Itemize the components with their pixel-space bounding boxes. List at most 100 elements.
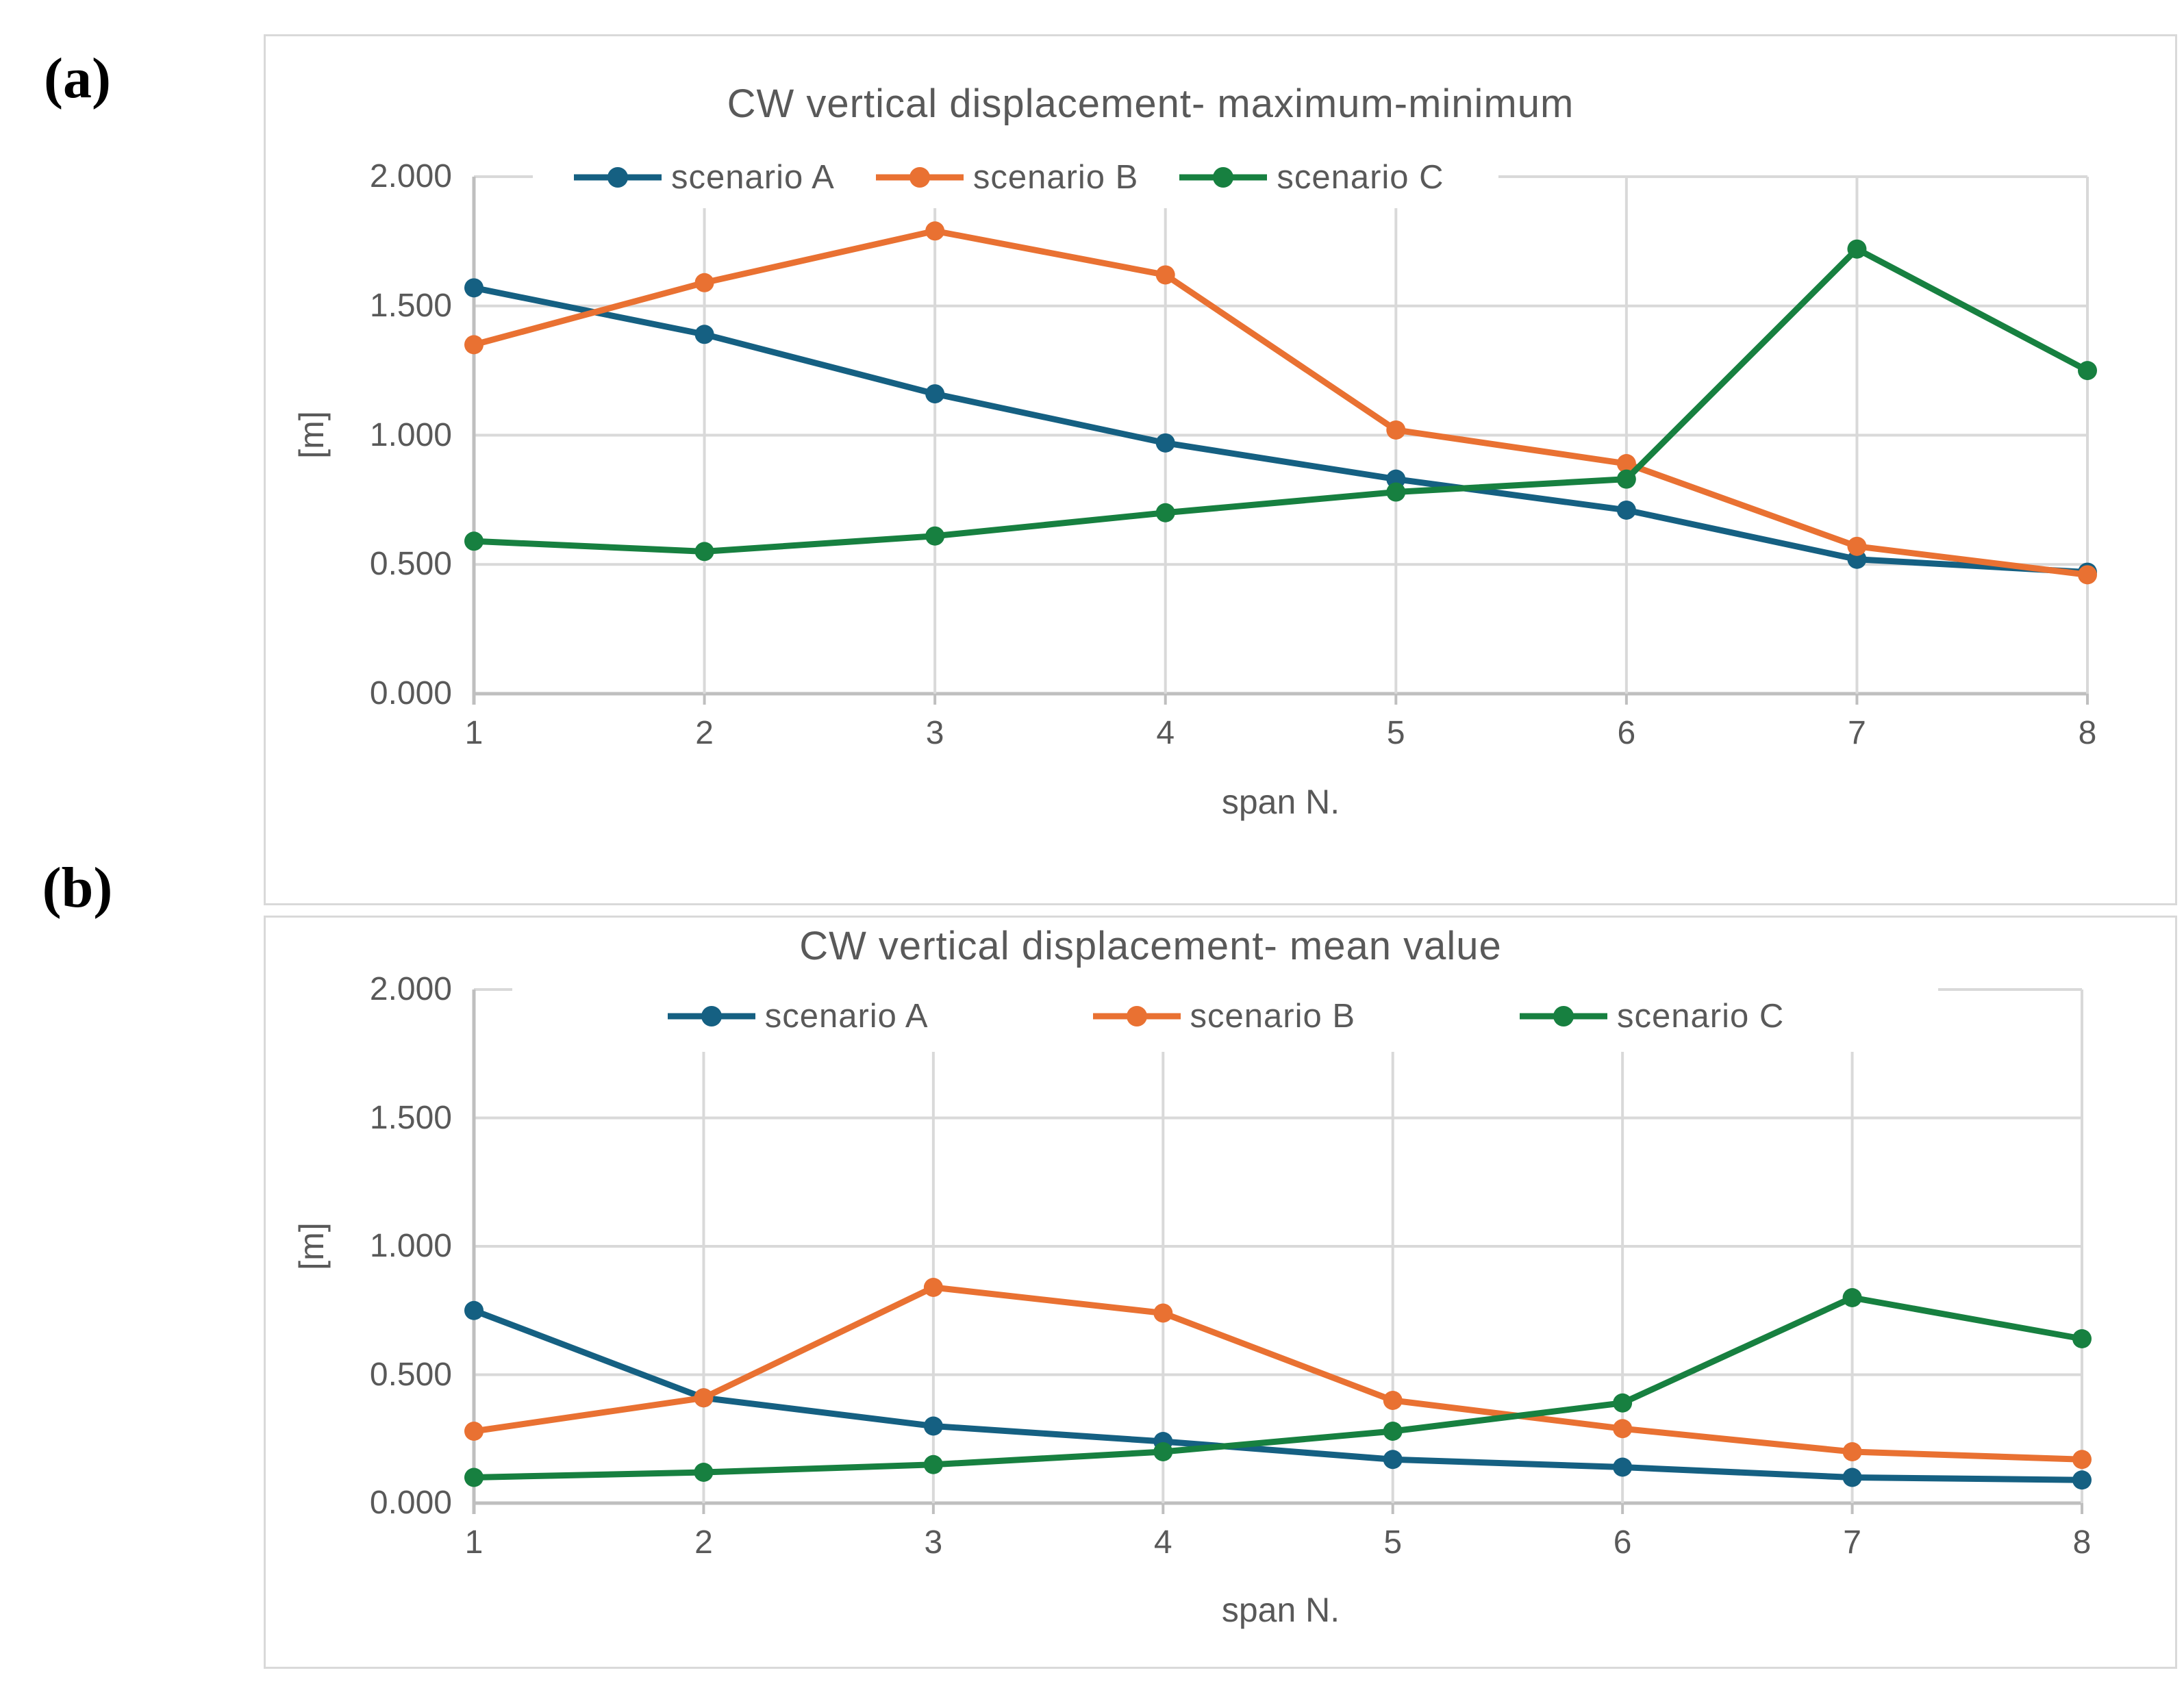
series-marker-scenario-a	[925, 384, 945, 404]
series-line-scenario-c	[470, 246, 2091, 555]
series-marker-scenario-b	[1613, 1419, 1633, 1439]
series-marker-scenario-c	[464, 1467, 484, 1487]
series-marker-scenario-a	[1383, 1450, 1403, 1470]
legend-label: scenario A	[764, 998, 929, 1035]
series-marker-scenario-b	[1386, 420, 1406, 440]
legend-label: scenario A	[671, 159, 835, 196]
chart-b-x-tick-label: 4	[1153, 1524, 1172, 1561]
series-marker-scenario-b	[2072, 1450, 2092, 1470]
series-marker-scenario-a	[1842, 1467, 1862, 1487]
series-marker-scenario-c	[1616, 469, 1636, 489]
chart-b-y-tick-label: 1.000	[369, 1228, 452, 1264]
series-line-scenario-a	[470, 1307, 2085, 1483]
chart-b-x-tick-label: 2	[694, 1524, 713, 1561]
series-marker-scenario-a	[464, 1300, 484, 1320]
chart-b-x-tick-label: 6	[1613, 1524, 1632, 1561]
series-marker-scenario-c	[1155, 503, 1175, 522]
chart-a-legend: scenario A scenario B scenario C	[533, 147, 1498, 208]
series-marker-scenario-c	[694, 542, 714, 562]
panel-label-a: (a)	[44, 47, 111, 110]
series-marker-scenario-b	[1153, 1303, 1173, 1323]
series-marker-scenario-b	[1616, 454, 1636, 474]
series-marker-scenario-c	[2078, 361, 2097, 381]
series-marker-scenario-c	[464, 531, 484, 551]
chart-a-x-tick-label: 1	[464, 715, 484, 751]
series-marker-scenario-b	[923, 1278, 943, 1297]
series-marker-scenario-a	[464, 278, 484, 298]
chart-b-x-tick-label: 8	[2072, 1524, 2092, 1561]
chart-a-x-tick-label: 3	[925, 715, 944, 751]
series-marker-scenario-b	[464, 1422, 484, 1441]
chart-a-x-tick-label: 5	[1386, 715, 1405, 751]
legend-line-marker-icon	[574, 167, 662, 188]
panel-label-b: (b)	[42, 856, 113, 920]
legend-label: scenario C	[1277, 159, 1444, 196]
series-marker-scenario-b	[1383, 1391, 1403, 1410]
series-marker-scenario-a	[923, 1416, 943, 1436]
chart-b-y-tick-label: 0.500	[369, 1356, 452, 1393]
chart-a-x-axis-title: span N.	[1221, 783, 1340, 821]
legend-line-marker-icon	[1092, 1006, 1181, 1026]
series-marker-scenario-c	[2072, 1329, 2092, 1348]
series-marker-scenario-b	[694, 273, 714, 292]
series-marker-scenario-a	[1613, 1457, 1633, 1477]
series-marker-scenario-b	[1842, 1442, 1862, 1461]
series-marker-scenario-b	[694, 1388, 714, 1408]
series-marker-scenario-c	[923, 1454, 943, 1474]
series-marker-scenario-a	[1616, 500, 1636, 520]
series-marker-scenario-b	[1847, 536, 1867, 556]
legend-item-scenario-a: scenario A	[573, 158, 835, 197]
series-marker-scenario-b	[2078, 565, 2097, 585]
legend-item-scenario-c: scenario C	[1178, 158, 1444, 197]
chart-b-y-tick-label: 0.000	[369, 1485, 452, 1521]
legend-label: scenario C	[1617, 998, 1785, 1035]
chart-b-x-axis-title: span N.	[1221, 1591, 1340, 1629]
series-marker-scenario-c	[925, 526, 945, 546]
chart-b-x-tick-label: 3	[924, 1524, 943, 1561]
series-line-scenario-a	[470, 284, 2091, 576]
chart-a-y-tick-label: 1.000	[369, 416, 452, 453]
legend-line-marker-icon	[1520, 1006, 1608, 1026]
chart-b-y-tick-label: 2.000	[369, 971, 452, 1007]
series-line-scenario-b	[470, 227, 2091, 578]
legend-line-marker-icon	[1179, 167, 1268, 188]
chart-a-x-tick-label: 2	[695, 715, 714, 751]
series-marker-scenario-a	[694, 325, 714, 344]
legend-line-marker-icon	[667, 1006, 755, 1026]
series-line-scenario-c	[470, 1294, 2085, 1481]
chart-b-x-tick-label: 5	[1383, 1524, 1403, 1561]
chart-a-x-tick-label: 7	[1848, 715, 1866, 751]
chart-b-y-tick-label: 1.500	[369, 1099, 452, 1136]
chart-b-legend: scenario A scenario B scenario C	[512, 981, 1938, 1052]
series-line-scenario-b	[470, 1284, 2085, 1463]
series-marker-scenario-c	[1386, 482, 1406, 502]
chart-a-y-tick-label: 0.000	[369, 675, 452, 711]
legend-item-scenario-a: scenario A	[666, 997, 929, 1035]
legend-label: scenario B	[972, 159, 1139, 196]
chart-a-x-tick-label: 6	[1617, 715, 1636, 751]
series-marker-scenario-b	[464, 335, 484, 355]
chart-a-y-tick-label: 0.500	[369, 546, 452, 583]
series-marker-scenario-c	[694, 1463, 714, 1482]
chart-b-title: CW vertical displacement- mean value	[799, 924, 1502, 968]
legend-line-marker-icon	[875, 167, 964, 188]
chart-a-y-tick-label: 2.000	[369, 158, 452, 194]
legend-item-scenario-b: scenario B	[1092, 997, 1356, 1035]
legend-item-scenario-b: scenario B	[875, 158, 1139, 197]
series-marker-scenario-c	[1383, 1422, 1403, 1441]
chart-a-x-tick-label: 4	[1156, 715, 1175, 751]
series-marker-scenario-b	[1155, 265, 1175, 285]
chart-a-y-tick-label: 1.500	[369, 287, 452, 324]
chart-a-title: CW vertical displacement- maximum-minimu…	[727, 81, 1574, 126]
chart-b-x-tick-label: 7	[1843, 1524, 1861, 1561]
series-marker-scenario-a	[1155, 433, 1175, 453]
chart-b-x-tick-label: 1	[464, 1524, 484, 1561]
series-marker-scenario-c	[1847, 239, 1867, 259]
series-marker-scenario-b	[925, 221, 945, 241]
legend-label: scenario B	[1190, 998, 1356, 1035]
series-marker-scenario-c	[1842, 1288, 1862, 1307]
series-marker-scenario-c	[1613, 1393, 1633, 1413]
legend-item-scenario-c: scenario C	[1518, 997, 1784, 1035]
